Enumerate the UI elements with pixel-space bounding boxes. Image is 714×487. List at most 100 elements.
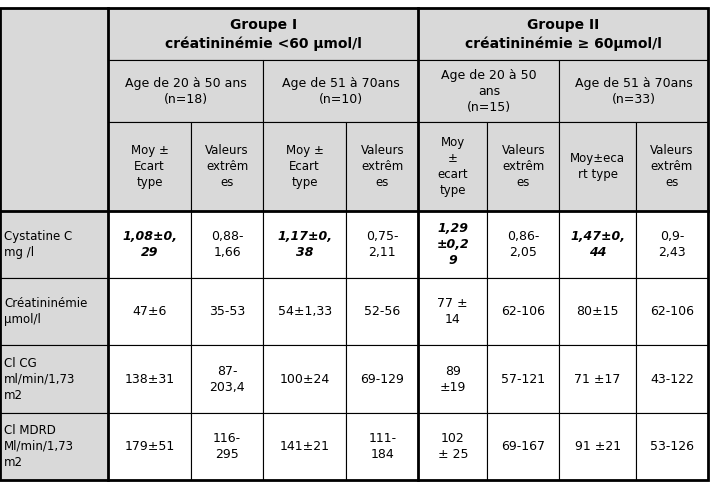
Bar xyxy=(487,211,559,278)
Bar xyxy=(191,278,263,345)
Text: Moy
±
ecart
type: Moy ± ecart type xyxy=(438,136,468,197)
Bar xyxy=(636,278,708,345)
Text: 87-
203,4: 87- 203,4 xyxy=(209,365,245,393)
Bar xyxy=(559,278,636,345)
Bar xyxy=(263,211,346,278)
Bar xyxy=(191,412,263,480)
Bar xyxy=(108,8,418,60)
Bar xyxy=(108,345,191,412)
Bar xyxy=(0,8,108,211)
Bar xyxy=(346,211,418,278)
Bar xyxy=(487,278,559,345)
Text: Moy ±
Ecart
type: Moy ± Ecart type xyxy=(286,144,323,189)
Text: 69-129: 69-129 xyxy=(361,373,404,386)
Text: 43-122: 43-122 xyxy=(650,373,694,386)
Text: Groupe I
créatininémie <60 µmol/l: Groupe I créatininémie <60 µmol/l xyxy=(165,18,361,51)
Bar xyxy=(0,211,108,278)
Bar xyxy=(559,412,636,480)
Bar xyxy=(487,345,559,412)
Bar xyxy=(346,345,418,412)
Bar xyxy=(418,278,487,345)
Text: Age de 51 à 70ans
(n=33): Age de 51 à 70ans (n=33) xyxy=(575,77,693,106)
Text: Cystatine C
mg /l: Cystatine C mg /l xyxy=(4,230,72,259)
Bar xyxy=(0,412,108,480)
Text: 77 ±
14: 77 ± 14 xyxy=(438,297,468,326)
Text: Valeurs
extrêm
es: Valeurs extrêm es xyxy=(501,144,545,189)
Bar xyxy=(418,412,487,480)
Bar xyxy=(636,345,708,412)
Text: Moy±eca
rt type: Moy±eca rt type xyxy=(570,152,625,181)
Bar xyxy=(108,211,191,278)
Text: 80±15: 80±15 xyxy=(576,305,619,318)
Text: 1,47±0,
44: 1,47±0, 44 xyxy=(570,230,625,259)
Text: 53-126: 53-126 xyxy=(650,440,694,453)
Bar xyxy=(108,123,191,211)
Bar xyxy=(0,278,108,345)
Bar xyxy=(346,123,418,211)
Bar xyxy=(263,412,346,480)
Bar xyxy=(191,345,263,412)
Text: Valeurs
extrêm
es: Valeurs extrêm es xyxy=(206,144,249,189)
Text: Moy ±
Ecart
type: Moy ± Ecart type xyxy=(131,144,169,189)
Bar xyxy=(559,123,636,211)
Bar xyxy=(346,278,418,345)
Text: 0,88-
1,66: 0,88- 1,66 xyxy=(211,230,243,259)
Bar xyxy=(263,278,346,345)
Text: 62-106: 62-106 xyxy=(650,305,694,318)
Text: 100±24: 100±24 xyxy=(280,373,330,386)
Bar xyxy=(0,345,108,412)
Text: 1,29
±0,2
9: 1,29 ±0,2 9 xyxy=(436,222,469,267)
Text: 35-53: 35-53 xyxy=(209,305,245,318)
Text: 71 ±17: 71 ±17 xyxy=(575,373,620,386)
Bar xyxy=(418,60,559,123)
Bar xyxy=(559,345,636,412)
Text: 0,86-
2,05: 0,86- 2,05 xyxy=(507,230,540,259)
Bar xyxy=(487,123,559,211)
Text: Cl MDRD
Ml/min/1,73
m2: Cl MDRD Ml/min/1,73 m2 xyxy=(4,424,74,469)
Text: 62-106: 62-106 xyxy=(501,305,545,318)
Text: Age de 51 à 70ans
(n=10): Age de 51 à 70ans (n=10) xyxy=(282,77,400,106)
Bar xyxy=(108,60,263,123)
Bar xyxy=(418,211,487,278)
Text: 54±1,33: 54±1,33 xyxy=(278,305,332,318)
Bar xyxy=(191,123,263,211)
Text: 69-167: 69-167 xyxy=(501,440,545,453)
Text: 52-56: 52-56 xyxy=(364,305,401,318)
Bar xyxy=(191,211,263,278)
Bar xyxy=(418,8,708,60)
Text: 179±51: 179±51 xyxy=(124,440,175,453)
Text: 102
± 25: 102 ± 25 xyxy=(438,432,468,461)
Text: Age de 20 à 50 ans
(n=18): Age de 20 à 50 ans (n=18) xyxy=(125,77,246,106)
Text: Valeurs
extrêm
es: Valeurs extrêm es xyxy=(650,144,694,189)
Bar xyxy=(418,345,487,412)
Text: 57-121: 57-121 xyxy=(501,373,545,386)
Bar xyxy=(263,123,346,211)
Bar xyxy=(108,412,191,480)
Text: 0,9-
2,43: 0,9- 2,43 xyxy=(658,230,685,259)
Bar xyxy=(418,123,487,211)
Text: 1,08±0,
29: 1,08±0, 29 xyxy=(122,230,177,259)
Bar xyxy=(636,211,708,278)
Text: 141±21: 141±21 xyxy=(280,440,330,453)
Text: 1,17±0,
38: 1,17±0, 38 xyxy=(277,230,332,259)
Text: 47±6: 47±6 xyxy=(132,305,166,318)
Text: Cl CG
ml/min/1,73
m2: Cl CG ml/min/1,73 m2 xyxy=(4,356,76,402)
Bar xyxy=(559,60,708,123)
Bar xyxy=(263,345,346,412)
Bar xyxy=(487,412,559,480)
Bar xyxy=(263,60,418,123)
Text: 116-
295: 116- 295 xyxy=(213,432,241,461)
Text: 89
±19: 89 ±19 xyxy=(440,365,466,393)
Text: 0,75-
2,11: 0,75- 2,11 xyxy=(366,230,398,259)
Bar xyxy=(559,211,636,278)
Text: 111-
184: 111- 184 xyxy=(368,432,396,461)
Text: Groupe II
créatininémie ≥ 60µmol/l: Groupe II créatininémie ≥ 60µmol/l xyxy=(465,18,662,51)
Text: 138±31: 138±31 xyxy=(124,373,175,386)
Bar xyxy=(108,278,191,345)
Bar xyxy=(636,412,708,480)
Bar xyxy=(346,412,418,480)
Text: 91 ±21: 91 ±21 xyxy=(575,440,620,453)
Bar xyxy=(636,123,708,211)
Text: Valeurs
extrêm
es: Valeurs extrêm es xyxy=(361,144,404,189)
Text: Age de 20 à 50
ans
(n=15): Age de 20 à 50 ans (n=15) xyxy=(441,69,537,114)
